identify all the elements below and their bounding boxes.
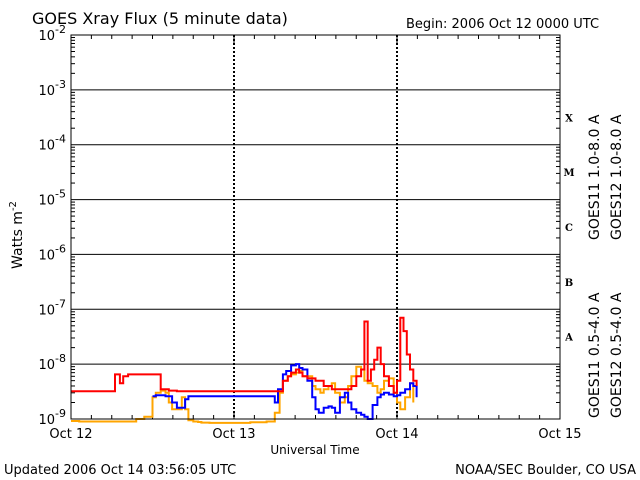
y-tick-label: 10-9 bbox=[38, 407, 66, 428]
y-tick-label: 10-2 bbox=[38, 23, 66, 44]
x-tick-label: Oct 12 bbox=[49, 427, 92, 442]
updated-timestamp: Updated 2006 Oct 14 03:56:05 UTC bbox=[4, 463, 236, 478]
x-tick-label: Oct 15 bbox=[538, 427, 581, 442]
series-line bbox=[71, 316, 418, 394]
flare-class-label: B bbox=[565, 278, 573, 289]
chart-title: GOES Xray Flux (5 minute data) bbox=[32, 9, 288, 28]
flare-class-label: C bbox=[565, 223, 573, 234]
legend-goes11-1-8: GOES11 1.0-8.0 A bbox=[587, 114, 603, 240]
flare-class-label: M bbox=[563, 168, 574, 179]
flare-class-label: X bbox=[565, 113, 573, 124]
y-axis-label: Watts m-2 bbox=[8, 201, 26, 269]
series-lines bbox=[71, 316, 418, 424]
credit-label: NOAA/SEC Boulder, CO USA bbox=[455, 463, 636, 478]
series-line bbox=[152, 363, 418, 420]
begin-label: Begin: 2006 Oct 12 0000 UTC bbox=[406, 17, 599, 32]
y-tick-label: 10-3 bbox=[38, 78, 66, 99]
y-tick-label: 10-4 bbox=[38, 133, 66, 154]
y-tick-labels: 10-9 10-8 10-7 10-6 10-5 10-4 10-3 10-2 bbox=[38, 23, 66, 428]
x-tick-label: Oct 13 bbox=[212, 427, 255, 442]
y-tick-label: 10-5 bbox=[38, 188, 66, 209]
x-tick-label: Oct 14 bbox=[375, 427, 418, 442]
legend-goes12-05-4: GOES12 0.5-4.0 A bbox=[609, 292, 625, 418]
flare-class-labels: A B C M X bbox=[563, 113, 574, 343]
y-tick-label: 10-7 bbox=[38, 297, 66, 318]
plot-frame bbox=[70, 34, 561, 420]
x-axis-label: Universal Time bbox=[270, 443, 359, 457]
flare-class-label: A bbox=[564, 333, 573, 344]
y-tick-label: 10-6 bbox=[38, 242, 66, 263]
y-tick-label: 10-8 bbox=[38, 352, 66, 373]
legend-goes12-1-8: GOES12 1.0-8.0 A bbox=[609, 114, 625, 240]
legend-goes11-05-4: GOES11 0.5-4.0 A bbox=[587, 292, 603, 418]
grid bbox=[70, 35, 561, 419]
x-tick-labels: Oct 12 Oct 13 Oct 14 Oct 15 bbox=[49, 427, 581, 442]
